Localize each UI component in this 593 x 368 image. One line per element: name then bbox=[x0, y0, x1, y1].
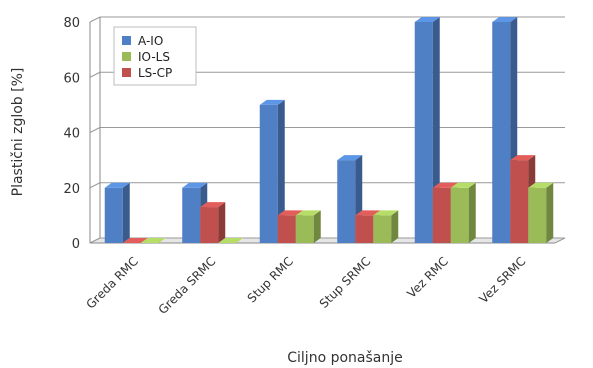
bar-front bbox=[355, 215, 374, 243]
legend-swatch bbox=[122, 36, 131, 45]
bar-top bbox=[218, 238, 244, 243]
bar-front bbox=[104, 187, 123, 243]
gridline-slant bbox=[89, 127, 101, 133]
bar-side bbox=[391, 210, 399, 243]
x-tick-label: Greda RMC bbox=[83, 254, 140, 311]
gridline-slant bbox=[89, 182, 101, 189]
y-tick-label: 60 bbox=[63, 71, 80, 86]
y-tick-label: 20 bbox=[63, 182, 80, 197]
bar-io-ls bbox=[218, 238, 244, 243]
bar-front bbox=[337, 160, 356, 243]
bar-top bbox=[295, 210, 321, 216]
bar-top bbox=[414, 17, 440, 22]
bar-front bbox=[373, 215, 392, 243]
bar-top bbox=[182, 182, 208, 188]
bar-front bbox=[492, 22, 511, 243]
legend-swatch bbox=[122, 68, 131, 77]
bar-ls-cp bbox=[200, 202, 226, 243]
bar-a-io bbox=[104, 182, 130, 243]
bar-top bbox=[104, 182, 130, 188]
bar-a-io bbox=[259, 99, 285, 243]
y-tick-label: 80 bbox=[63, 16, 80, 31]
y-tick-label: 40 bbox=[63, 127, 80, 142]
legend-label: A-IO bbox=[138, 34, 163, 48]
gridline-slant bbox=[89, 71, 101, 78]
bar-front bbox=[182, 187, 201, 243]
bar-io-ls bbox=[295, 210, 321, 243]
bar-front bbox=[432, 187, 451, 243]
bar-side bbox=[546, 182, 554, 243]
bar-io-ls bbox=[450, 182, 476, 243]
x-tick-label: Stup SRMC bbox=[317, 254, 374, 311]
bar-io-ls bbox=[373, 210, 399, 243]
bar-top bbox=[337, 155, 363, 161]
bar-top bbox=[450, 182, 476, 188]
bar-top bbox=[373, 210, 399, 216]
x-tick-label: Vez RMC bbox=[404, 254, 451, 301]
bar-top bbox=[355, 210, 381, 216]
x-axis-title: Ciljno ponašanje bbox=[287, 350, 403, 366]
bar-io-ls bbox=[528, 182, 554, 243]
bar-front bbox=[259, 104, 278, 243]
bar-top bbox=[510, 155, 536, 161]
bar-front bbox=[528, 187, 547, 243]
x-tick-label: Greda SRMC bbox=[156, 254, 219, 317]
bar-top bbox=[200, 202, 226, 208]
bar-side bbox=[468, 182, 476, 243]
bar-front bbox=[414, 22, 433, 243]
bar-front bbox=[450, 187, 469, 243]
bar-top bbox=[259, 99, 285, 105]
legend-label: LS-CP bbox=[138, 66, 172, 80]
bar-top bbox=[140, 238, 166, 243]
bar-side bbox=[122, 182, 130, 243]
bar-top bbox=[432, 182, 458, 188]
y-tick-label: 0 bbox=[72, 237, 80, 252]
bar-side bbox=[277, 99, 285, 243]
legend-label: IO-LS bbox=[138, 50, 170, 64]
bar-top bbox=[492, 17, 518, 22]
bar-front bbox=[277, 215, 296, 243]
bar-side bbox=[313, 210, 321, 243]
bar-side bbox=[218, 202, 226, 243]
bar-front bbox=[510, 160, 529, 243]
gridline-slant bbox=[89, 16, 101, 23]
bar-top bbox=[277, 210, 303, 216]
bar-ls-cp bbox=[122, 238, 148, 243]
bar-io-ls bbox=[140, 238, 166, 243]
x-tick-label: Vez SRMC bbox=[476, 254, 528, 306]
legend: A-IO IO-LS LS-CP bbox=[113, 26, 197, 86]
bars bbox=[104, 17, 554, 243]
legend-swatch bbox=[122, 52, 131, 61]
bar-front bbox=[295, 215, 314, 243]
bar-top bbox=[528, 182, 554, 188]
y-axis-title: Plastični zglob [%] bbox=[10, 68, 26, 197]
x-tick-label: Stup RMC bbox=[245, 254, 296, 305]
bar-top bbox=[122, 238, 148, 243]
bar-front bbox=[200, 207, 219, 243]
